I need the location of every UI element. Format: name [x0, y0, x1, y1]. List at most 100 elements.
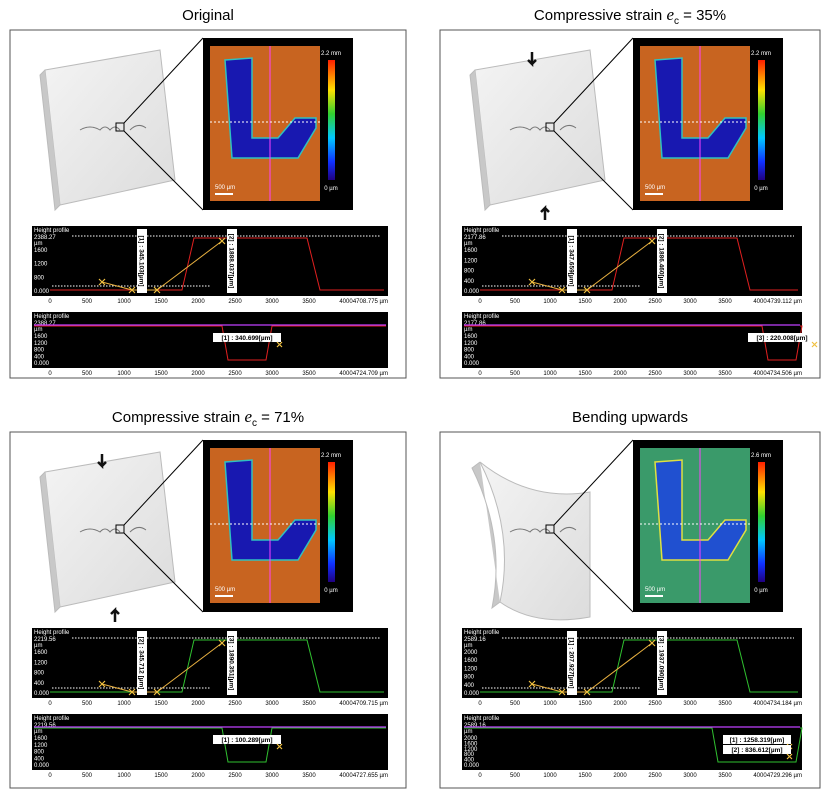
colorbar-min: 0 µm [324, 588, 337, 594]
x-tick-label: 2500 [228, 299, 242, 305]
x-end-label: 4709.715 µm [353, 701, 388, 707]
note: [1] : 207.927[µm] [567, 631, 577, 695]
colorbar [328, 462, 335, 582]
y-tick-label: 1200 [464, 341, 478, 347]
x-tick-label: 4000 [753, 701, 767, 707]
x-end-label: 4734.506 µm [767, 371, 802, 377]
y-tick-label: 800 [464, 348, 475, 354]
note-text: [1] : 1258.319[µm] [730, 737, 785, 744]
profile-label: Height profile [34, 630, 70, 636]
note-text: [3] : 220.008[µm] [756, 335, 807, 342]
note: [3] : 1890.351[µm] [227, 631, 237, 695]
x-tick-label: 3500 [718, 371, 732, 377]
scale-bar [215, 595, 233, 597]
x-tick-label: 2500 [648, 701, 662, 707]
x-tick-label: 3500 [718, 299, 732, 305]
x-tick-label: 1500 [578, 299, 592, 305]
x-tick-label: 2500 [648, 299, 662, 305]
figure: Original 500 µm2.2 mm0 µmHeight profile23… [0, 0, 826, 791]
x-tick-label: 3500 [302, 773, 316, 779]
x-tick-label: 500 [510, 299, 521, 305]
panel-title: Original [182, 7, 234, 24]
x-tick-label: 3000 [683, 773, 697, 779]
title-text: Bending upwards [572, 409, 688, 426]
x-tick-label: 0 [478, 701, 482, 707]
profile-unit: µm [34, 729, 42, 735]
colorbar-max: 2.6 mm [751, 453, 771, 459]
title-text: Original [182, 7, 234, 24]
y-tick-label: 400 [464, 683, 475, 689]
y-tick-label: 400 [464, 354, 475, 360]
x-tick-label: 1000 [117, 773, 131, 779]
x-tick-label: 0 [48, 299, 52, 305]
x-tick-label: 500 [82, 371, 93, 377]
profile-background [32, 312, 388, 368]
y-tick-label: 0.000 [34, 361, 50, 367]
profile-label: Height profile [464, 716, 500, 722]
x-tick-label: 1500 [154, 701, 168, 707]
y-tick-label: 0.000 [464, 289, 480, 295]
x-tick-label: 500 [82, 299, 93, 305]
colorbar [758, 60, 765, 180]
x-end-label: 4734.184 µm [767, 701, 802, 707]
scale-bar [645, 193, 663, 195]
profile-unit: µm [464, 729, 472, 735]
x-tick-label: 3500 [718, 701, 732, 707]
x-end-label: 4708.775 µm [353, 299, 388, 305]
y-tick-label: 1600 [34, 736, 48, 742]
x-tick-label: 500 [510, 773, 521, 779]
x-tick-label: 3000 [265, 299, 279, 305]
x-tick-label: 2000 [613, 371, 627, 377]
x-tick-label: 1500 [578, 371, 592, 377]
x-tick-label: 4000 [339, 773, 353, 779]
note-text: [2] : 1888.037[µm] [228, 234, 235, 289]
y-tick-label: 800 [464, 675, 475, 681]
panel-title: Compressive strain ec = 71% [112, 407, 304, 429]
colorbar-max: 2.2 mm [321, 453, 341, 459]
panel: 500 µm2.2 mm0 µmHeight profile2388.27µm1… [10, 30, 406, 378]
sample-plate [45, 50, 175, 205]
x-tick-label: 4000 [753, 299, 767, 305]
y-tick-label: 1200 [34, 743, 48, 749]
x-tick-label: 1500 [154, 773, 168, 779]
x-tick-label: 0 [48, 701, 52, 707]
x-tick-label: 3500 [302, 371, 316, 377]
x-tick-label: 0 [478, 371, 482, 377]
y-tick-label: 0.000 [34, 691, 50, 697]
note-text: [2] : 1886.460[µm] [658, 234, 665, 289]
panel-title: Compressive strain ec = 35% [534, 5, 726, 27]
x-tick-label: 3500 [302, 299, 316, 305]
colorbar [328, 60, 335, 180]
x-tick-label: 4000 [753, 371, 767, 377]
arrow [541, 208, 549, 220]
profile-background [32, 714, 388, 770]
y-tick-label: 400 [34, 681, 45, 687]
x-tick-label: 4000 [339, 299, 353, 305]
x-tick-label: 3000 [265, 701, 279, 707]
x-tick-label: 2500 [648, 773, 662, 779]
note-text: [3] : 1937.090[µm] [658, 636, 665, 691]
x-tick-label: 2500 [228, 371, 242, 377]
x-tick-label: 1000 [543, 773, 557, 779]
note: [2] : 1888.037[µm] [227, 229, 237, 293]
title-text: Compressive strain [112, 409, 245, 426]
x-tick-label: 2500 [228, 701, 242, 707]
y-tick-label: 400 [34, 756, 45, 762]
x-end-label: 4739.112 µm [767, 299, 802, 305]
y-tick-label: 0.000 [34, 289, 50, 295]
title-end: = 71% [257, 409, 304, 426]
note: [1] : 345.103[µm] [137, 229, 147, 293]
profile-label: Height profile [34, 228, 70, 234]
measure-point [812, 342, 817, 347]
x-tick-label: 4000 [339, 701, 353, 707]
y-tick-label: 1200 [34, 660, 48, 666]
scale-bar [645, 595, 663, 597]
arrow [111, 610, 119, 622]
note-text: [2] : 345.712 [µm] [138, 637, 145, 690]
y-tick-label: 0.000 [34, 763, 50, 769]
x-tick-label: 1000 [117, 701, 131, 707]
profile-unit: µm [464, 643, 472, 649]
x-tick-label: 1000 [543, 371, 557, 377]
